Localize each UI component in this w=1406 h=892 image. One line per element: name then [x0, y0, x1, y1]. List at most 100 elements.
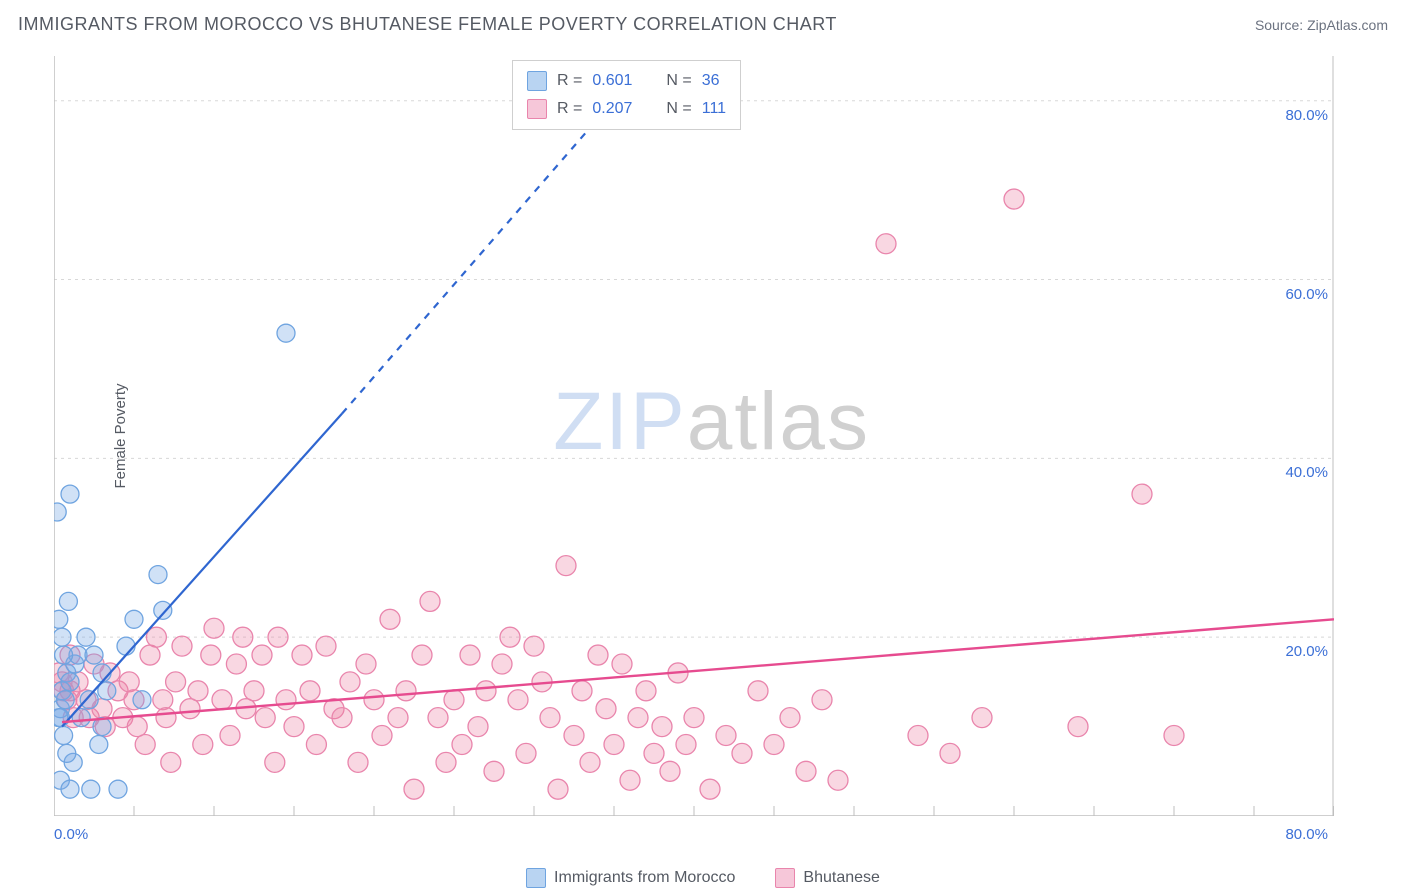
data-point [265, 752, 285, 772]
legend-label: Bhutanese [803, 869, 880, 887]
data-point [468, 717, 488, 737]
data-point [516, 743, 536, 763]
data-point [812, 690, 832, 710]
data-point [940, 743, 960, 763]
data-point [119, 672, 139, 692]
data-point [340, 672, 360, 692]
data-point [492, 654, 512, 674]
data-point [380, 609, 400, 629]
data-point [154, 601, 172, 619]
data-point [268, 627, 288, 647]
data-point [61, 485, 79, 503]
data-point [628, 708, 648, 728]
data-point [612, 654, 632, 674]
r-value: 0.207 [592, 95, 632, 123]
data-point [636, 681, 656, 701]
data-point [540, 708, 560, 728]
data-point [604, 734, 624, 754]
data-point [56, 691, 74, 709]
data-point [77, 628, 95, 646]
data-point [476, 681, 496, 701]
data-point [732, 743, 752, 763]
data-point [300, 681, 320, 701]
data-point [1068, 717, 1088, 737]
data-point [252, 645, 272, 665]
correlation-stats-box: R =0.601N =36R =0.207N =111 [512, 60, 741, 130]
y-tick-label: 80.0% [1285, 107, 1328, 124]
data-point [644, 743, 664, 763]
legend-item: Immigrants from Morocco [526, 868, 735, 888]
data-point [396, 681, 416, 701]
data-point [700, 779, 720, 799]
data-point [796, 761, 816, 781]
data-point [596, 699, 616, 719]
data-point [404, 779, 424, 799]
data-point [149, 566, 167, 584]
data-point [548, 779, 568, 799]
n-value: 111 [702, 95, 726, 123]
legend-item: Bhutanese [775, 868, 880, 888]
data-point [61, 673, 79, 691]
data-point [676, 734, 696, 754]
trend-line-extrapolated [342, 119, 598, 414]
data-point [764, 734, 784, 754]
data-point [1132, 484, 1152, 504]
data-point [372, 726, 392, 746]
stats-row: R =0.207N =111 [527, 95, 726, 123]
data-point [556, 556, 576, 576]
data-point [180, 699, 200, 719]
data-point [161, 752, 181, 772]
legend-swatch [527, 99, 547, 119]
data-point [85, 646, 103, 664]
data-point [348, 752, 368, 772]
data-point [828, 770, 848, 790]
data-point [125, 610, 143, 628]
data-point [193, 734, 213, 754]
data-point [876, 234, 896, 254]
legend-label: Immigrants from Morocco [554, 869, 735, 887]
y-tick-label: 20.0% [1285, 643, 1328, 660]
data-point [1164, 726, 1184, 746]
data-point [524, 636, 544, 656]
legend-swatch [527, 71, 547, 91]
data-point [276, 690, 296, 710]
data-point [972, 708, 992, 728]
data-point [54, 628, 71, 646]
data-point [716, 726, 736, 746]
data-point [172, 636, 192, 656]
data-point [364, 690, 384, 710]
data-point [684, 708, 704, 728]
data-point [436, 752, 456, 772]
data-point [306, 734, 326, 754]
data-point [580, 752, 600, 772]
data-point [133, 691, 151, 709]
data-point [156, 708, 176, 728]
data-point [332, 708, 352, 728]
data-point [660, 761, 680, 781]
data-point [780, 708, 800, 728]
data-point [59, 592, 77, 610]
x-tick-label: 0.0% [54, 826, 88, 843]
data-point [61, 780, 79, 798]
data-point [500, 627, 520, 647]
data-point [277, 324, 295, 342]
y-tick-label: 40.0% [1285, 464, 1328, 481]
stats-row: R =0.601N =36 [527, 67, 726, 95]
chart-source: Source: ZipAtlas.com [1255, 17, 1388, 33]
data-point [460, 645, 480, 665]
n-value: 36 [702, 67, 720, 95]
data-point [420, 591, 440, 611]
data-point [55, 727, 73, 745]
data-point [652, 717, 672, 737]
data-point [508, 690, 528, 710]
data-point [908, 726, 928, 746]
data-point [109, 780, 127, 798]
data-point [620, 770, 640, 790]
data-point [117, 637, 135, 655]
r-value: 0.601 [592, 67, 632, 95]
data-point [54, 610, 68, 628]
data-point [588, 645, 608, 665]
data-point [127, 717, 147, 737]
data-point [572, 681, 592, 701]
data-point [452, 734, 472, 754]
